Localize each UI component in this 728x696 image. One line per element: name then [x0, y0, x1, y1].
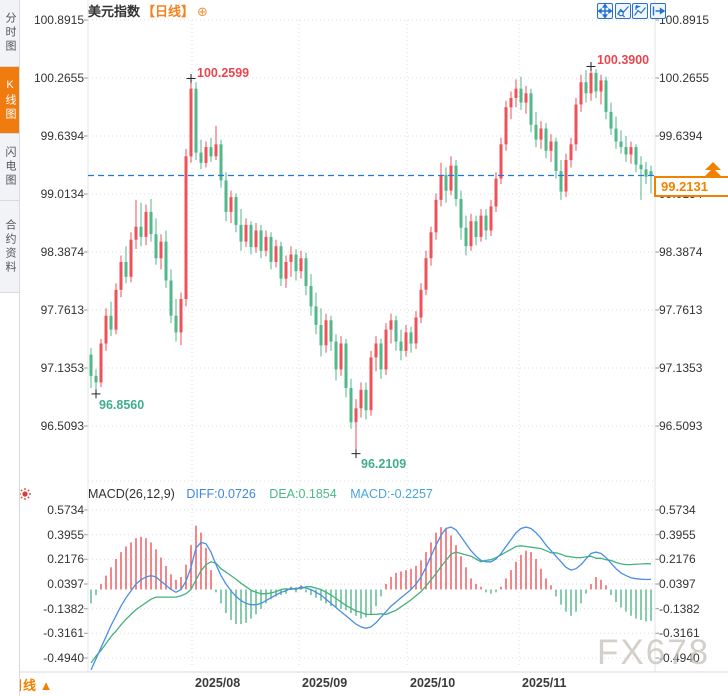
zoom-in-chart-icon[interactable]	[614, 3, 631, 19]
macd-histogram	[90, 525, 652, 625]
pan-icon[interactable]	[597, 3, 613, 19]
macd-macd-value: MACD:-0.2257	[350, 487, 433, 501]
add-indicator-icon[interactable]: ⊕	[197, 4, 208, 19]
date-axis-label: 2025/10	[410, 676, 456, 690]
macd-axis-label-left: -0.4940	[43, 651, 84, 665]
price-axis-label-right: 96.5093	[659, 419, 703, 433]
price-axis-label-right: 98.3874	[659, 245, 703, 259]
annotation-high-1: 100.2599	[197, 66, 250, 80]
diff-line	[90, 526, 652, 671]
dea-line	[90, 545, 652, 664]
scroll-up-arrows-icon[interactable]	[703, 161, 723, 177]
macd-name: MACD(26,12,9)	[88, 487, 175, 501]
price-axis-label-left: 97.1353	[40, 361, 84, 375]
macd-settings-icon[interactable]	[18, 487, 32, 501]
gridlines	[0, 0, 728, 673]
price-axis-label-left: 99.0134	[40, 187, 84, 201]
macd-axis-label-right: 0.2176	[659, 552, 696, 566]
macd-axis-label-right: -0.3161	[659, 626, 700, 640]
zoom-out-chart-icon[interactable]	[632, 3, 648, 19]
price-axis-label-left: 100.2655	[33, 71, 84, 85]
macd-axis-label-right: -0.4940	[659, 651, 700, 665]
price-axis-label-right: 97.7613	[659, 303, 703, 317]
date-axis-label: 2025/08	[195, 676, 241, 690]
price-axis-label-left: 99.6394	[40, 129, 84, 143]
macd-axis-label-right: 0.3955	[659, 528, 696, 542]
sidebar: 分时图 K线图 闪电图 合约资料	[0, 0, 20, 696]
last-price-badge: 99.2131	[654, 176, 728, 197]
macd-axis-label-left: -0.1382	[43, 602, 84, 616]
macd-axis-label-left: 0.3955	[47, 528, 84, 542]
period-selector[interactable]: 日线 ▲	[10, 678, 53, 693]
annotation-low-1: 96.8560	[99, 398, 145, 412]
price-axis-label-right: 100.8915	[659, 13, 710, 27]
macd-axis-label-left: 0.0397	[47, 577, 84, 591]
sidebar-tab-2[interactable]: K线图	[0, 67, 19, 134]
annotation-high-2: 100.3900	[597, 53, 650, 67]
jump-to-latest-icon[interactable]	[649, 3, 666, 19]
macd-axis-label-left: 0.5734	[47, 503, 84, 517]
sidebar-tab-4[interactable]: 合约资料	[0, 201, 19, 293]
chart-title-row: 美元指数 【日线】 ⊕	[88, 3, 208, 21]
extreme-markers	[91, 61, 596, 459]
instrument-title: 美元指数	[88, 4, 141, 19]
macd-axis-label-left: -0.3161	[43, 626, 84, 640]
macd-dea-value: DEA:0.1854	[269, 487, 337, 501]
price-axis-label-right: 99.6394	[659, 129, 703, 143]
date-axis-label: 2025/11	[522, 676, 567, 690]
price-axis-label-right: 100.2655	[659, 71, 710, 85]
price-axis-label-left: 100.8915	[33, 13, 84, 27]
chart-toolbar	[597, 3, 666, 19]
sidebar-tab-3[interactable]: 闪电图	[0, 134, 19, 201]
price-axis-label-left: 98.3874	[40, 245, 84, 259]
sidebar-tab-1[interactable]: 分时图	[0, 0, 19, 67]
macd-axis-label-right: 0.0397	[659, 577, 696, 591]
annotation-low-2: 96.2109	[361, 457, 407, 471]
macd-axis-label-right: 0.5734	[659, 503, 696, 517]
macd-header: MACD(26,12,9) DIFF:0.0726 DEA:0.1854 MAC…	[88, 487, 433, 501]
candlestick-series	[89, 66, 653, 454]
period-tag: 【日线】	[142, 4, 195, 19]
macd-axis-label-left: 0.2176	[47, 552, 84, 566]
date-axis-label: 2025/09	[302, 676, 348, 690]
macd-axis-label-right: -0.1382	[659, 602, 700, 616]
price-axis-label-right: 97.1353	[659, 361, 703, 375]
macd-diff-value: DIFF:0.0726	[186, 487, 256, 501]
price-axis-label-left: 97.7613	[40, 303, 84, 317]
price-axis-label-left: 96.5093	[40, 419, 84, 433]
